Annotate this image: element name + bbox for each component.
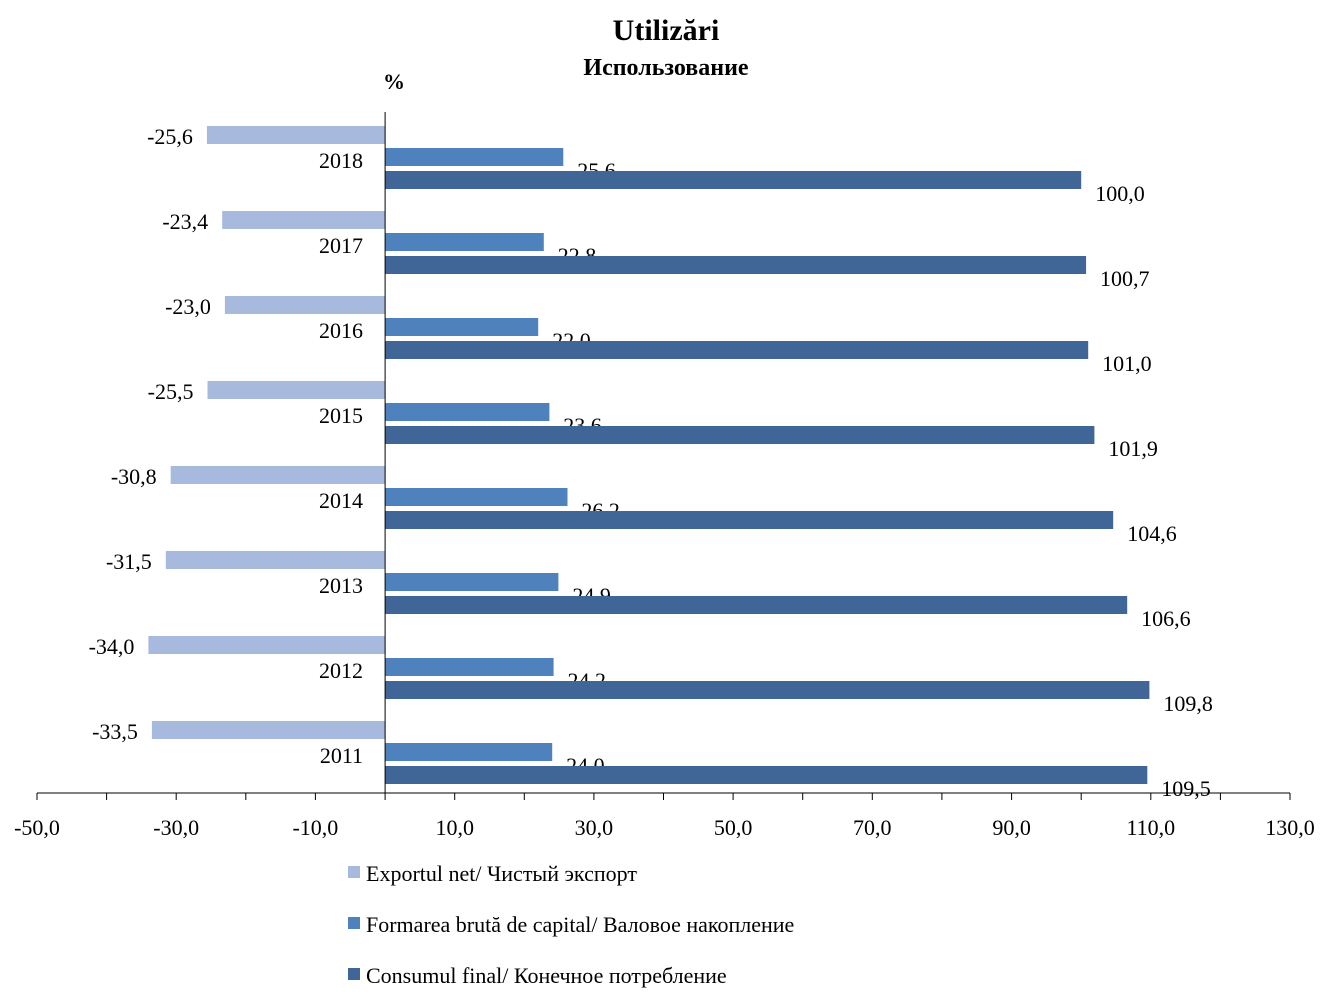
bar-2017-series-1 (222, 211, 386, 229)
data-label-2011-series-1: -33,5 (92, 719, 138, 744)
bar-2015-series-2 (385, 403, 550, 421)
unit-label: % (383, 69, 405, 94)
data-label-2017-series-3: 100,7 (1100, 266, 1150, 291)
bar-2013-series-2 (385, 573, 559, 591)
bar-2016-series-2 (385, 318, 539, 336)
data-label-2014-series-3: 104,6 (1127, 521, 1177, 546)
data-label-2016-series-3: 101,0 (1102, 351, 1152, 376)
bar-2017-series-2 (385, 233, 544, 251)
category-label-2018: 2018 (319, 148, 363, 173)
bar-2011-series-3 (385, 766, 1148, 784)
bar-2011-series-1 (151, 721, 386, 739)
bar-2014-series-1 (170, 466, 386, 484)
legend-swatch-1 (348, 866, 360, 878)
x-tick-label: 70,0 (853, 815, 892, 840)
x-tick-label: 30,0 (575, 815, 614, 840)
bar-2011-series-2 (385, 743, 553, 761)
bar-2018-series-2 (385, 148, 564, 166)
data-label-2013-series-3: 106,6 (1141, 606, 1191, 631)
legend-swatch-3 (348, 968, 360, 980)
data-label-2012-series-1: -34,0 (89, 634, 135, 659)
chart-title: Utilizări (613, 14, 720, 47)
bar-2013-series-1 (165, 551, 386, 569)
data-label-2016-series-1: -23,0 (165, 294, 211, 319)
legend-label-3: Consumul final/ Конечное потребление (366, 963, 727, 988)
x-tick-label: 130,0 (1265, 815, 1315, 840)
bar-2015-series-1 (207, 381, 385, 399)
bar-2017-series-3 (385, 256, 1087, 274)
data-label-2014-series-1: -30,8 (111, 464, 157, 489)
bar-2012-series-1 (148, 636, 386, 654)
data-label-2011-series-3: 109,5 (1161, 776, 1211, 801)
axes-group: -50,0 -30,0 -10,0 10,0 30,0 50,0 70,0 90,0 110,0… (14, 112, 1315, 840)
category-label-2014: 2014 (319, 488, 363, 513)
x-tick-label: 90,0 (992, 815, 1031, 840)
bars-group: -25,625,6100,02018-23,422,8100,72017-23,… (89, 124, 1213, 801)
bar-2012-series-3 (385, 681, 1150, 699)
legend-label-2: Formarea brută de capital/ Валовое накоп… (366, 912, 794, 937)
bar-2015-series-3 (385, 426, 1095, 444)
x-tick-label: 110,0 (1126, 815, 1175, 840)
data-label-2012-series-3: 109,8 (1163, 691, 1213, 716)
data-label-2017-series-1: -23,4 (162, 209, 208, 234)
category-label-2013: 2013 (319, 573, 363, 598)
legend-swatch-2 (348, 917, 360, 929)
bar-2012-series-2 (385, 658, 554, 676)
bar-2014-series-3 (385, 511, 1114, 529)
chart-subtitle: Использование (583, 55, 749, 81)
x-tick-label: -50,0 (14, 815, 60, 840)
data-label-2018-series-3: 100,0 (1095, 181, 1145, 206)
category-label-2016: 2016 (319, 318, 363, 343)
data-label-2015-series-1: -25,5 (148, 379, 194, 404)
data-label-2015-series-3: 101,9 (1108, 436, 1158, 461)
category-label-2011: 2011 (320, 743, 363, 768)
legend: Exportul net/ Чистый экспорт Formarea bru… (348, 861, 794, 988)
data-label-2013-series-1: -31,5 (106, 549, 152, 574)
x-tick-label: 50,0 (714, 815, 753, 840)
category-label-2015: 2015 (319, 403, 363, 428)
bar-2014-series-2 (385, 488, 568, 506)
legend-label-1: Exportul net/ Чистый экспорт (366, 861, 637, 886)
data-label-2018-series-1: -25,6 (147, 124, 193, 149)
x-tick-label: 10,0 (435, 815, 474, 840)
category-label-2012: 2012 (319, 658, 363, 683)
x-tick-label: -10,0 (292, 815, 338, 840)
x-tick-label: -30,0 (153, 815, 199, 840)
bar-2018-series-3 (385, 171, 1082, 189)
bar-2013-series-3 (385, 596, 1128, 614)
bar-2016-series-1 (224, 296, 385, 314)
bar-2018-series-1 (206, 126, 386, 144)
category-label-2017: 2017 (319, 233, 363, 258)
bar-2016-series-3 (385, 341, 1089, 359)
